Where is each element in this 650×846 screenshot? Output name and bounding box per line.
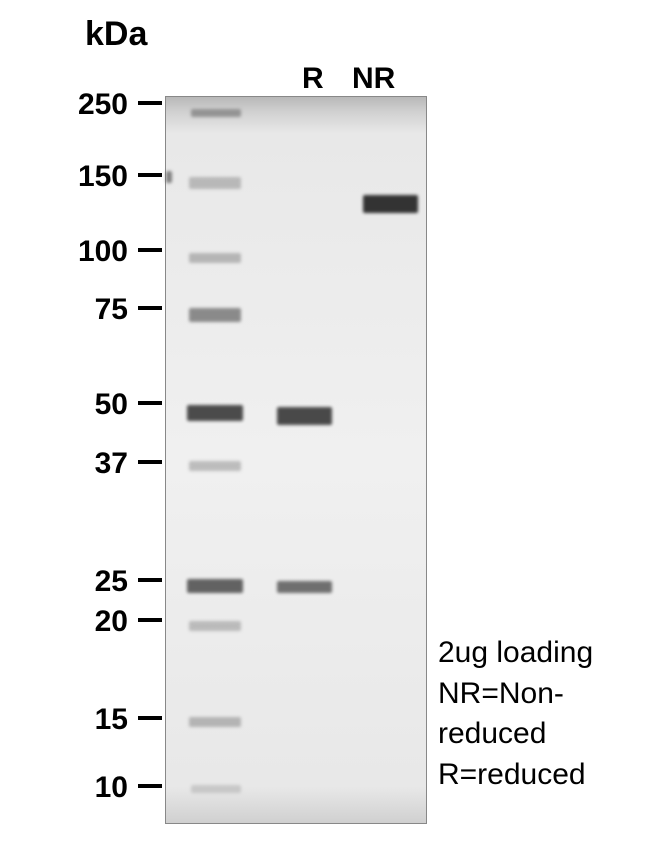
ladder-band	[189, 177, 241, 189]
kda-title: kDa	[85, 15, 147, 54]
tick-mark	[138, 101, 162, 105]
reduced-band	[277, 407, 332, 425]
marker-label: 50	[95, 388, 128, 422]
ladder-band	[189, 717, 241, 727]
tick-mark	[138, 578, 162, 582]
ladder-band	[191, 785, 241, 793]
marker-label: 25	[95, 565, 128, 599]
ladder-band	[189, 308, 241, 322]
tick-mark	[138, 460, 162, 464]
legend-text: 2ug loadingNR=Non-reducedR=reduced	[438, 633, 593, 795]
ladder-band	[189, 253, 241, 263]
tick-mark	[138, 401, 162, 405]
reduced-band	[277, 581, 332, 593]
legend-line: reduced	[438, 714, 593, 755]
tick-mark	[138, 306, 162, 310]
ladder-band	[187, 579, 243, 593]
legend-line: R=reduced	[438, 755, 593, 796]
blot-membrane	[165, 96, 427, 824]
marker-label: 250	[78, 88, 128, 122]
tick-mark	[138, 618, 162, 622]
marker-label: 100	[78, 235, 128, 269]
tick-mark	[138, 784, 162, 788]
marker-label: 15	[95, 703, 128, 737]
marker-label: 20	[95, 605, 128, 639]
ladder-band	[191, 109, 241, 117]
figure-container: kDa R NR 250 150 100 75 50 37 25 20 15 10 2ug load…	[0, 0, 650, 846]
lane-label: R	[302, 62, 324, 96]
ladder-band	[187, 405, 243, 421]
marker-label: 150	[78, 160, 128, 194]
ladder-band	[189, 621, 241, 631]
nonreduced-band	[363, 195, 418, 213]
tick-mark	[138, 716, 162, 720]
tick-mark	[138, 248, 162, 252]
tick-mark	[138, 173, 162, 177]
lane-label: NR	[352, 62, 395, 96]
ladder-band	[189, 461, 241, 471]
artifact	[166, 171, 172, 183]
marker-label: 10	[95, 771, 128, 805]
marker-label: 37	[95, 447, 128, 481]
legend-line: 2ug loading	[438, 633, 593, 674]
marker-label: 75	[95, 293, 128, 327]
legend-line: NR=Non-	[438, 674, 593, 715]
